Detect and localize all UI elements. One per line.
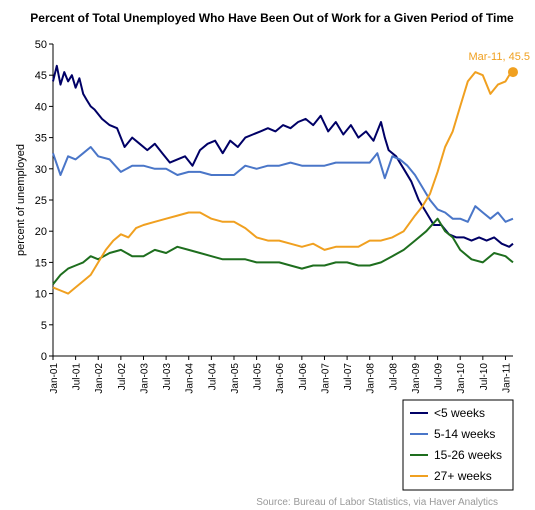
x-tick-label: Jul-04	[207, 363, 218, 391]
x-tick-label: Jul-09	[434, 363, 445, 391]
x-tick-label: Jan-03	[139, 363, 150, 394]
y-axis-label: percent of unemployed	[15, 144, 27, 256]
annotation-label: Mar-11, 45.5	[468, 51, 530, 63]
x-tick-label: Jan-11	[501, 363, 512, 393]
x-tick-label: Jul-02	[117, 363, 128, 391]
x-tick-label: Jul-10	[479, 363, 490, 391]
legend-label-0: <5 weeks	[434, 406, 485, 420]
x-tick-label: Jul-07	[343, 363, 354, 391]
x-tick-label: Jan-01	[49, 363, 60, 394]
x-tick-label: Jan-06	[275, 363, 286, 394]
x-tick-label: Jan-04	[185, 363, 196, 394]
x-tick-label: Jul-08	[388, 363, 399, 391]
x-tick-label: Jan-05	[230, 363, 241, 394]
annotation-marker	[508, 67, 518, 78]
legend-label-3: 27+ weeks	[434, 469, 492, 483]
x-tick-label: Jan-02	[94, 363, 105, 394]
y-tick-label: 15	[35, 257, 47, 269]
x-tick-label: Jul-01	[72, 363, 83, 391]
y-tick-label: 30	[35, 164, 47, 176]
legend: <5 weeks 5-14 weeks 15-26 weeks 27+ weeks	[402, 399, 514, 491]
annotation: Mar-11, 45.5	[468, 51, 530, 63]
y-tick-label: 0	[41, 351, 47, 363]
y-tick-label: 35	[35, 133, 47, 145]
plot-area: 0 5 10 15 20 25 30 35 40 45 50 Jan-01 Jul-01 Jan-02 Ju…	[35, 39, 518, 394]
y-tick-label: 40	[35, 101, 47, 113]
y-tick-label: 10	[35, 289, 47, 301]
y-tick-label: 50	[35, 39, 47, 51]
legend-label-2: 15-26 weeks	[434, 448, 502, 462]
x-tick-label: Jul-03	[162, 363, 173, 391]
y-tick-label: 45	[35, 70, 47, 82]
y-tick-label: 25	[35, 195, 47, 207]
series-line-1	[52, 146, 514, 223]
x-tick-label: Jan-10	[456, 363, 467, 394]
x-tick-label: Jul-06	[298, 363, 309, 391]
chart-title: Percent of Total Unemployed Who Have Bee…	[30, 11, 514, 25]
x-tick-label: Jan-08	[366, 363, 377, 394]
series-line-2	[52, 217, 514, 285]
x-tick-label: Jan-07	[320, 363, 331, 394]
series-line-0	[52, 64, 514, 248]
legend-label-1: 5-14 weeks	[434, 427, 495, 441]
y-tick-label: 5	[41, 320, 47, 332]
series-line-3	[52, 71, 514, 295]
x-tick-label: Jul-05	[253, 363, 264, 391]
y-tick-label: 20	[35, 226, 47, 238]
source-note: Source: Bureau of Labor Statistics, via …	[256, 497, 498, 508]
x-tick-label: Jan-09	[411, 363, 422, 394]
